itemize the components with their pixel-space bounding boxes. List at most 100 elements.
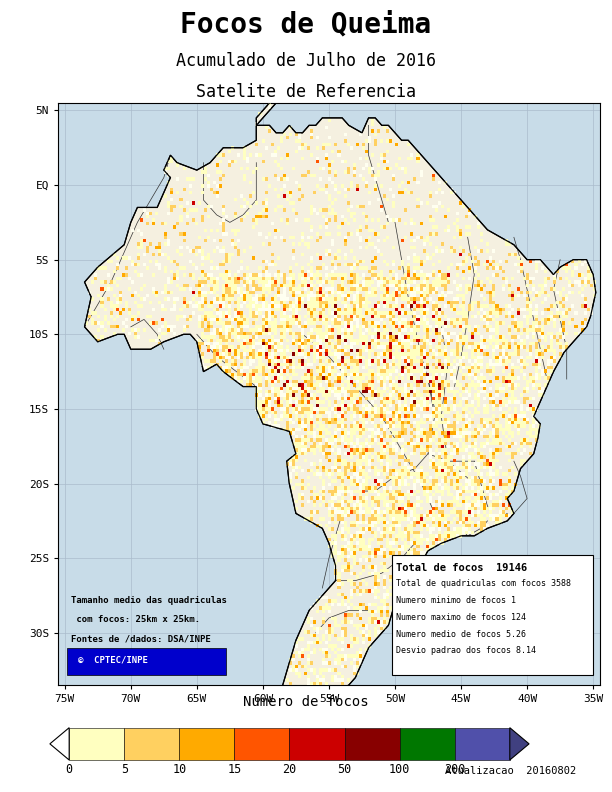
- Bar: [334, 276, 337, 280]
- Bar: [264, 304, 267, 307]
- Bar: [395, 517, 398, 520]
- Bar: [267, 322, 271, 325]
- Bar: [210, 229, 213, 232]
- Bar: [334, 435, 337, 438]
- Bar: [520, 307, 523, 311]
- Bar: [383, 576, 386, 579]
- Bar: [313, 682, 316, 685]
- Bar: [441, 414, 444, 417]
- Bar: [499, 322, 502, 325]
- Bar: [496, 332, 499, 335]
- Bar: [323, 390, 326, 394]
- Bar: [374, 304, 377, 307]
- Bar: [304, 280, 307, 284]
- Bar: [225, 297, 228, 301]
- Bar: [210, 359, 213, 363]
- Bar: [334, 535, 337, 538]
- Bar: [405, 548, 408, 551]
- Bar: [346, 188, 349, 191]
- Bar: [365, 225, 368, 229]
- Bar: [405, 586, 408, 589]
- Bar: [502, 386, 504, 390]
- Bar: [392, 177, 395, 181]
- Bar: [225, 311, 228, 314]
- Bar: [383, 153, 386, 157]
- Bar: [346, 383, 349, 386]
- Bar: [389, 425, 392, 428]
- Bar: [304, 143, 307, 147]
- Bar: [319, 445, 323, 448]
- Bar: [507, 332, 510, 335]
- Bar: [343, 394, 346, 397]
- Bar: [323, 363, 326, 366]
- Bar: [343, 369, 346, 373]
- Bar: [504, 507, 507, 510]
- Bar: [468, 504, 471, 507]
- Bar: [504, 345, 507, 348]
- Bar: [362, 504, 365, 507]
- Bar: [188, 314, 192, 318]
- Bar: [477, 469, 480, 473]
- Bar: [295, 476, 298, 479]
- Bar: [450, 304, 453, 307]
- Bar: [474, 524, 477, 527]
- Bar: [337, 153, 340, 157]
- Bar: [219, 338, 222, 342]
- Bar: [507, 253, 510, 256]
- Bar: [444, 435, 447, 438]
- Bar: [477, 504, 480, 507]
- Bar: [431, 225, 435, 229]
- Bar: [237, 325, 241, 328]
- Bar: [319, 448, 323, 452]
- Bar: [286, 386, 289, 390]
- Bar: [504, 486, 507, 489]
- Bar: [329, 634, 331, 638]
- Bar: [298, 318, 301, 322]
- Bar: [535, 294, 538, 297]
- Bar: [456, 527, 459, 531]
- Bar: [428, 215, 431, 219]
- Bar: [389, 270, 392, 273]
- Bar: [255, 297, 258, 301]
- Bar: [176, 297, 179, 301]
- Bar: [365, 219, 368, 222]
- Bar: [374, 596, 377, 600]
- Bar: [419, 359, 422, 363]
- Bar: [395, 469, 398, 473]
- Bar: [213, 335, 216, 338]
- Bar: [468, 510, 471, 514]
- Bar: [377, 459, 380, 463]
- Bar: [374, 338, 377, 342]
- Bar: [389, 335, 392, 338]
- Bar: [225, 328, 228, 332]
- Bar: [222, 348, 225, 352]
- Bar: [513, 328, 517, 332]
- Bar: [414, 442, 417, 445]
- Bar: [204, 318, 207, 322]
- Bar: [343, 307, 346, 311]
- Bar: [164, 232, 167, 235]
- Bar: [340, 527, 343, 531]
- Bar: [422, 318, 425, 322]
- Bar: [301, 345, 304, 348]
- Bar: [411, 565, 414, 569]
- Bar: [480, 376, 483, 380]
- Bar: [411, 507, 414, 510]
- Bar: [286, 366, 289, 369]
- Bar: [216, 342, 219, 345]
- Bar: [465, 338, 468, 342]
- Bar: [569, 291, 572, 294]
- Bar: [398, 184, 401, 188]
- Bar: [477, 366, 480, 369]
- Bar: [289, 314, 292, 318]
- Bar: [246, 338, 249, 342]
- Bar: [277, 369, 280, 373]
- Bar: [468, 287, 471, 291]
- Bar: [529, 348, 532, 352]
- Bar: [462, 276, 465, 280]
- Bar: [346, 208, 349, 211]
- Bar: [389, 463, 392, 466]
- Bar: [392, 603, 395, 607]
- Bar: [477, 304, 480, 307]
- Bar: [395, 448, 398, 452]
